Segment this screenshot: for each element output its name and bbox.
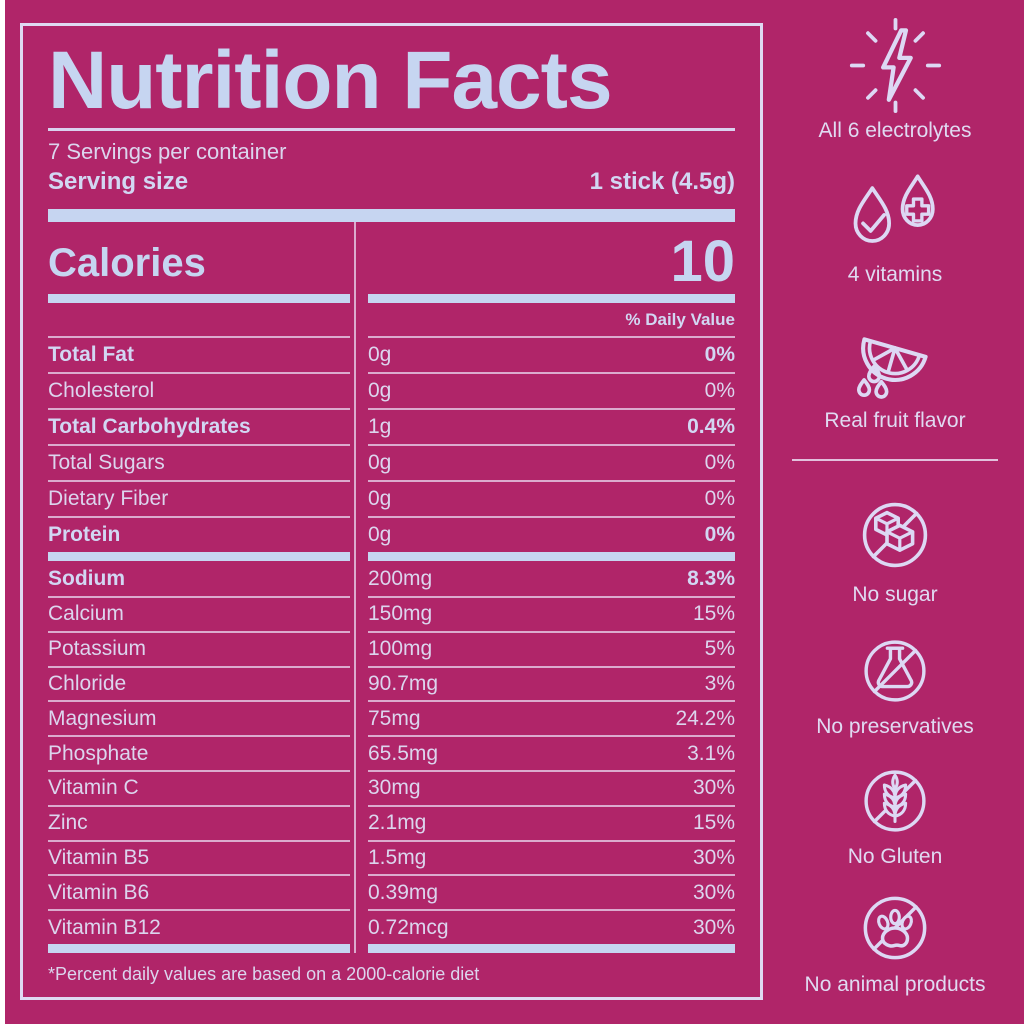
daily-value-footnote: *Percent daily values are based on a 200… — [48, 963, 480, 984]
claim-label: No preservatives — [816, 715, 974, 738]
panel-title: Nutrition Facts — [48, 35, 613, 126]
nutrient-row: Vitamin B12 0.72mcg 30% — [48, 909, 735, 944]
serving-size-label: Serving size — [48, 168, 189, 196]
nutrient-row: Total Carbohydrates 1g 0.4% — [48, 408, 735, 444]
sidebar-divider — [792, 459, 998, 461]
servings-per-container: 7 Servings per container — [48, 139, 287, 165]
nutrient-row: Phosphate 65.5mg 3.1% — [48, 735, 735, 770]
calories-value: 10 — [670, 228, 735, 294]
thick-separator-bar — [48, 943, 735, 953]
claim-label: 4 vitamins — [847, 263, 943, 286]
nutrient-row: Potassium 100mg 5% — [48, 630, 735, 666]
nutrient-row: Total Fat 0g 0% — [48, 336, 735, 372]
thick-separator-bar — [48, 294, 735, 304]
thick-separator-bar — [48, 552, 735, 562]
claim-label: All 6 electrolytes — [818, 119, 972, 142]
fruit-slice-icon — [857, 337, 928, 399]
nutrient-row: Total Sugars 0g 0% — [48, 444, 735, 480]
nutrient-row: Dietary Fiber 0g 0% — [48, 480, 735, 516]
no-gluten-icon — [864, 770, 926, 832]
serving-size-value: 1 stick (4.5g) — [589, 168, 735, 196]
column-divider — [354, 222, 356, 953]
claim-label: No Gluten — [847, 845, 943, 868]
nutrient-row: Protein 0g 0% — [48, 516, 735, 552]
thick-separator-bar — [48, 209, 735, 223]
no-sugar-icon — [862, 502, 928, 568]
serving-size-row: Serving size 1 stick (4.5g) — [48, 167, 735, 197]
nutrient-row: Sodium 200mg 8.3% — [48, 566, 735, 590]
claim-label: No sugar — [852, 583, 938, 606]
claim-label: Real fruit flavor — [824, 409, 966, 432]
daily-value-header: % Daily Value — [625, 309, 735, 329]
calories-row: Calories 10 — [48, 222, 735, 294]
calories-label: Calories — [48, 241, 206, 286]
nutrition-facts-panel: Nutrition Facts 7 Servings per container… — [20, 23, 763, 1000]
claim-label: No animal products — [804, 973, 986, 996]
nutrient-row: Vitamin B5 1.5mg 30% — [48, 839, 735, 875]
nutrition-table: Calories 10 % Daily Value Total Fat 0g 0%… — [48, 222, 735, 953]
nutrient-row: Vitamin B6 0.39mg 30% — [48, 874, 735, 909]
nutrient-row: Calcium 150mg 15% — [48, 595, 735, 631]
nutrient-row: Cholesterol 0g 0% — [48, 372, 735, 408]
nutrient-row: Chloride 90.7mg 3% — [48, 665, 735, 701]
nutrient-row: Vitamin C 30mg 30% — [48, 769, 735, 805]
product-claims-sidebar: All 6 electrolytes 4 vitamins Real fruit… — [786, 0, 1004, 997]
electrolytes-bolt-icon — [849, 18, 941, 113]
no-preservatives-icon — [864, 640, 926, 702]
page-edge — [0, 0, 5, 1024]
nutrient-row: Zinc 2.1mg 15% — [48, 804, 735, 840]
nutrient-row: Magnesium 75mg 24.2% — [48, 700, 735, 735]
vitamins-drops-icon — [853, 174, 935, 243]
title-rule — [48, 128, 735, 132]
no-animal-products-icon — [863, 896, 927, 960]
